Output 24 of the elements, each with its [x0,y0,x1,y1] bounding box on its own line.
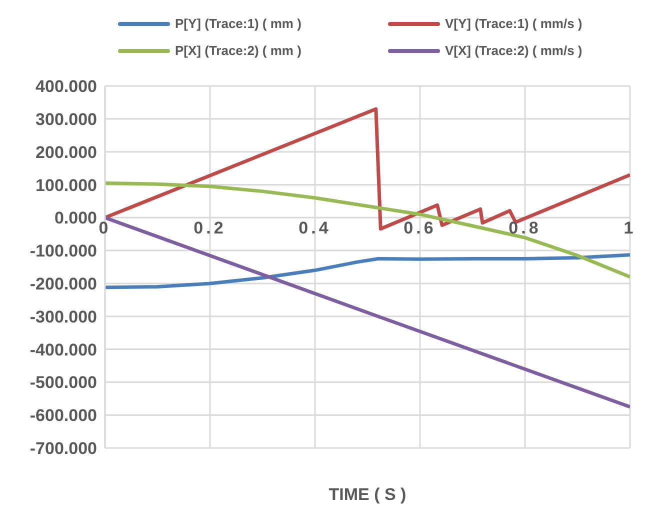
x-tick-label: 1 [624,218,636,238]
legend-label: P[Y] (Trace:1) ( mm ) [175,16,302,31]
legend-label: V[Y] (Trace:1) ( mm/s ) [445,16,582,31]
y-tick-label: -300.000 [30,307,97,326]
x-axis-title: TIME ( S ) [328,485,406,504]
y-tick-label: 200.000 [36,142,97,162]
y-tick-label: -100.000 [30,242,97,261]
x-tick-label: 0.6 [404,218,436,238]
x-tick-label: 0.2 [194,218,226,238]
x-tick-label: 0 [98,218,112,238]
y-tick-label: -700.000 [30,439,97,458]
legend-label: V[X] (Trace:2) ( mm/s ) [445,43,582,58]
y-tick-label: -400.000 [30,340,97,360]
legend-label: P[X] (Trace:2) ( mm ) [175,43,302,58]
x-tick-label: 0.4 [298,218,332,238]
y-tick-label: -500.000 [30,373,97,392]
y-tick-label: -200.000 [30,274,97,294]
x-tick-label: 0.8 [508,218,542,238]
y-tick-label: 400.000 [36,77,97,96]
y-tick-label: 100.000 [36,176,97,195]
y-tick-label: -600.000 [30,406,97,426]
line-series [105,253,630,290]
y-tick-label: 0.000 [54,208,97,228]
y-tick-label: 300.000 [36,110,97,129]
